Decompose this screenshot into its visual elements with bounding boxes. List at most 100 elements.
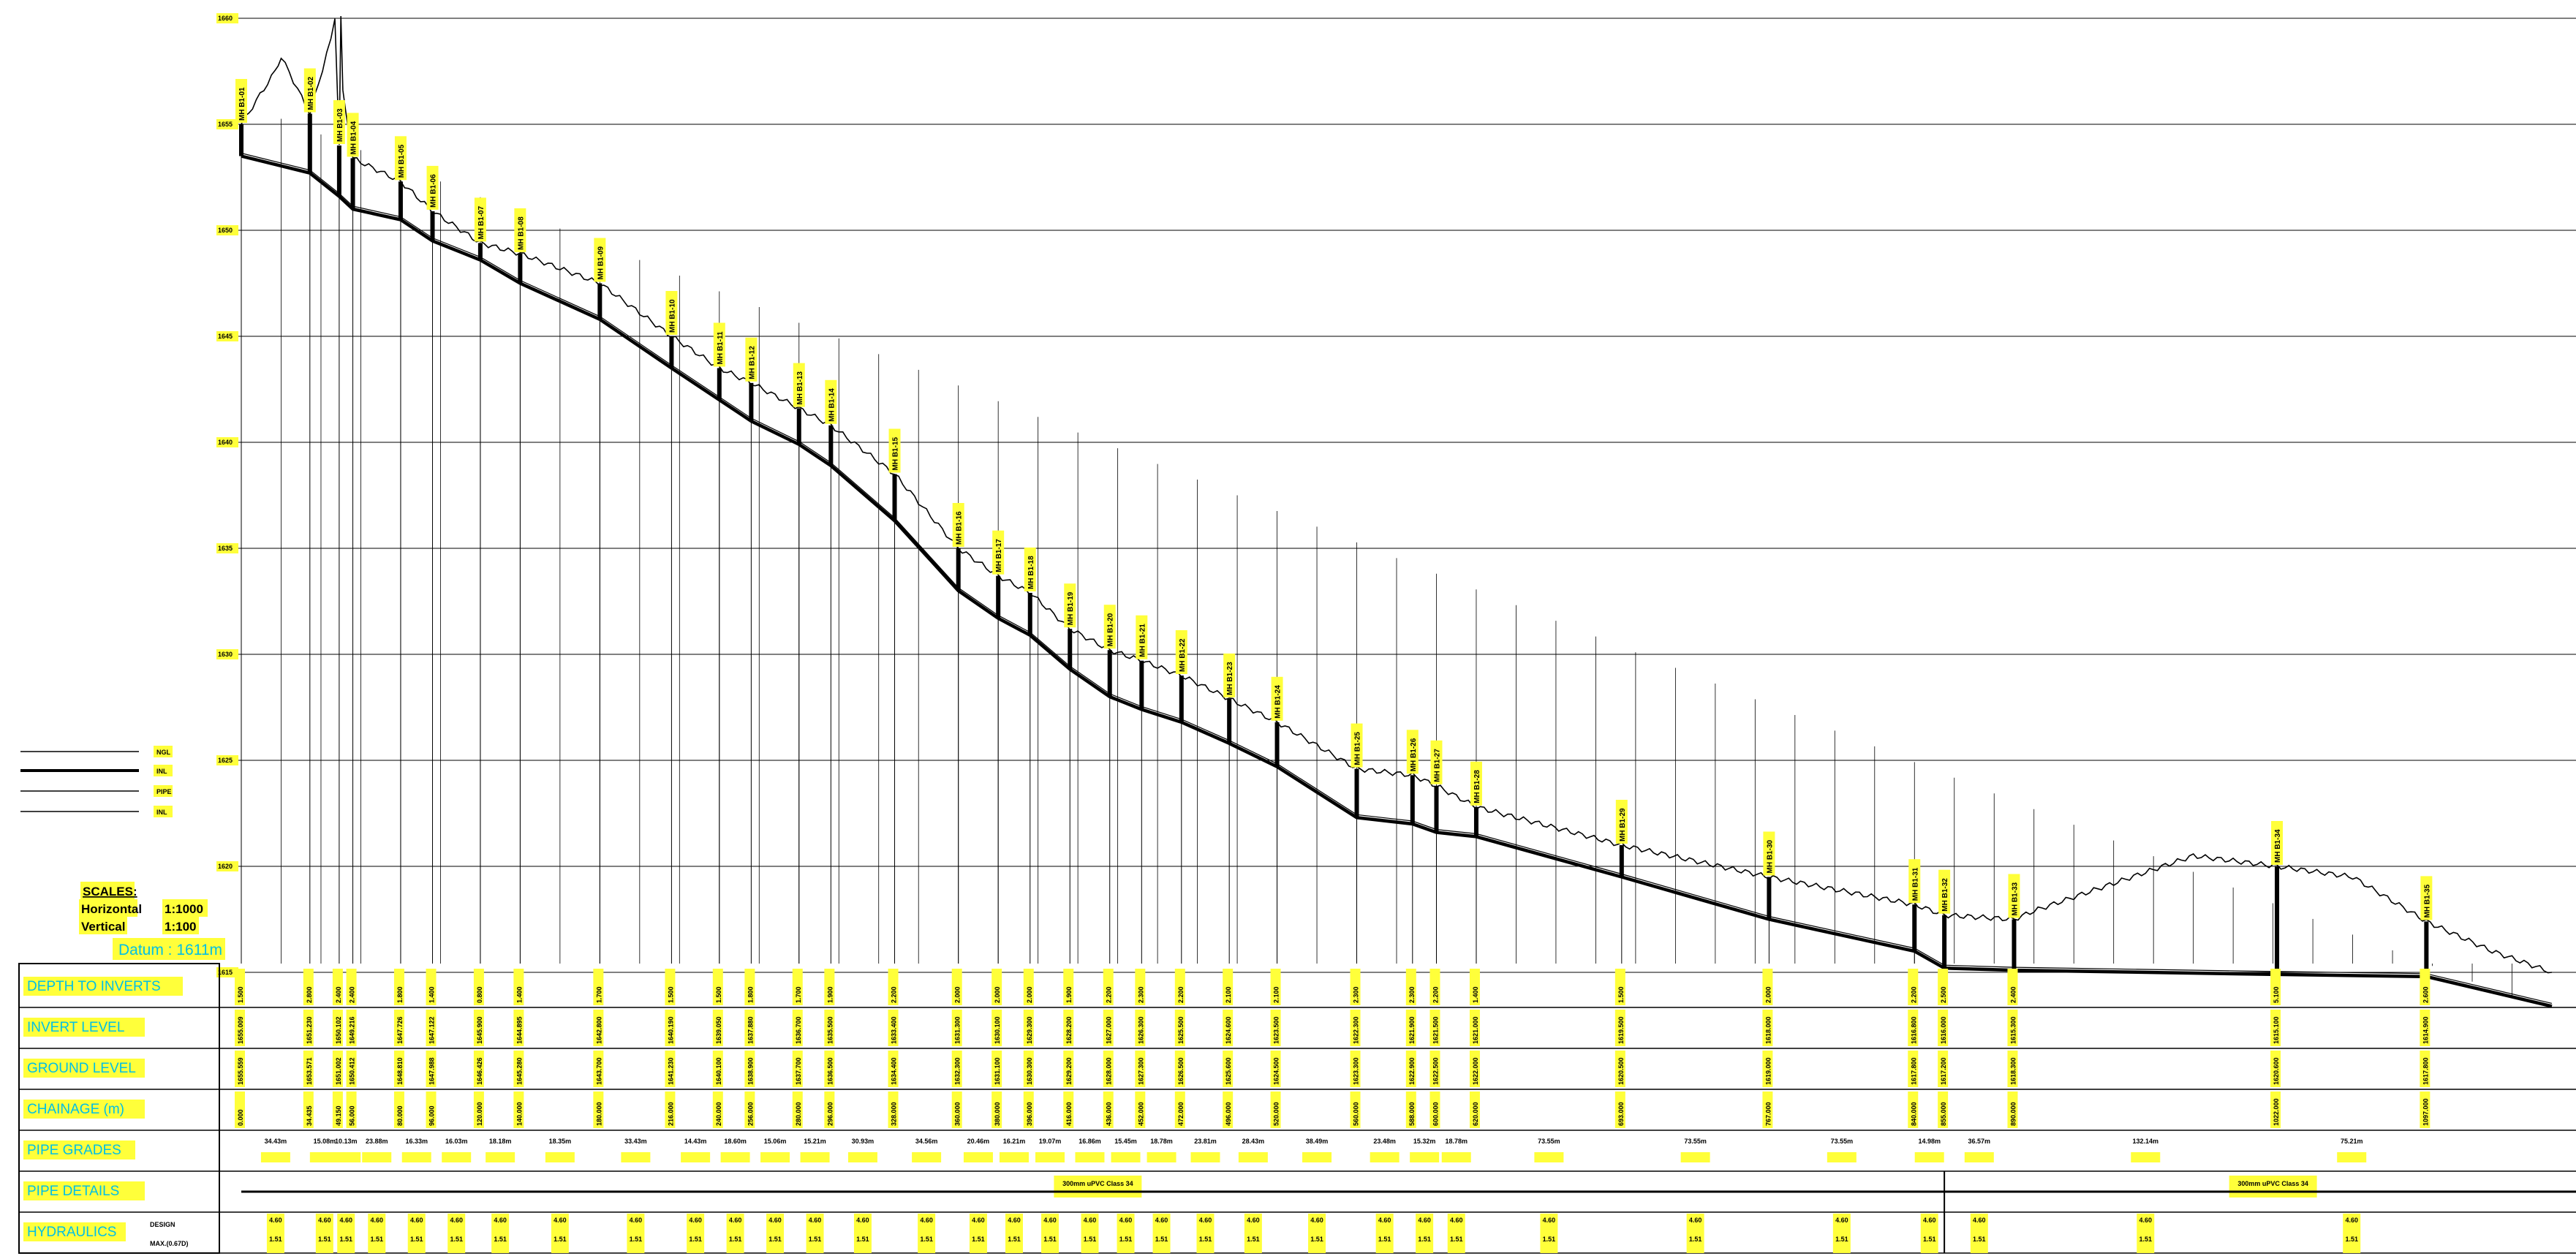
manhole-label: MH B1-24 xyxy=(1274,685,1283,719)
cell-bg xyxy=(1429,1051,1440,1087)
hydraulics-design: 4.60 xyxy=(1973,1217,1986,1224)
cell-bg xyxy=(951,1051,962,1087)
scales-horizontal-value: 1:1000 xyxy=(165,902,203,916)
hydraulics-design: 4.60 xyxy=(1119,1217,1133,1224)
hydraulics-bg xyxy=(687,1214,705,1253)
hydraulics-bg xyxy=(1308,1214,1326,1253)
manhole-shaft xyxy=(597,283,603,319)
hydraulics-max: 1.51 xyxy=(856,1236,869,1243)
manhole-label: MH B1-26 xyxy=(1410,738,1418,771)
cell-bg xyxy=(303,1010,314,1046)
manhole-label: MH B1-32 xyxy=(1941,878,1949,912)
table-cell: 1649.216 xyxy=(349,1016,356,1044)
manhole-shaft xyxy=(336,145,341,197)
table-cell: 1647.726 xyxy=(396,1016,404,1044)
pipe-grade: 30.93m xyxy=(852,1138,875,1145)
hydraulics-max: 1.51 xyxy=(1450,1236,1463,1243)
manhole-label-bg xyxy=(1406,730,1419,774)
hydraulics-bg xyxy=(1196,1214,1215,1253)
grade-bg xyxy=(260,1152,290,1162)
hydraulics-bg xyxy=(627,1214,645,1253)
table-cell: 1631.300 xyxy=(954,1016,962,1044)
table-cell: 2.000 xyxy=(954,986,962,1003)
grade-bg xyxy=(2337,1152,2367,1162)
cell-bg xyxy=(1103,1010,1114,1046)
grade-bg xyxy=(1964,1152,1994,1162)
grade-bg xyxy=(1302,1152,1332,1162)
table-cell: 2.300 xyxy=(1408,986,1416,1003)
cell-bg xyxy=(473,1092,484,1128)
table-cell: 600.000 xyxy=(1432,1102,1439,1126)
manhole-label-bg xyxy=(235,79,247,123)
cell-bg xyxy=(744,1051,755,1087)
row-label-bg xyxy=(23,977,183,996)
manhole-shaft xyxy=(1139,660,1144,710)
manhole-shaft xyxy=(307,113,312,173)
elevation-tick-label: 1630 xyxy=(218,651,233,658)
table-cell: 1.700 xyxy=(795,986,802,1003)
hydraulics-bg xyxy=(726,1214,744,1253)
elevation-tick-label: 1620 xyxy=(218,863,233,870)
table-cell: 1645.900 xyxy=(476,1016,483,1044)
pipe-grade: 38.49m xyxy=(1306,1138,1329,1145)
hydraulics-max: 1.51 xyxy=(494,1236,507,1243)
grade-bg xyxy=(760,1152,790,1162)
hydraulics-max: 1.51 xyxy=(1418,1236,1431,1243)
pipe-grade: 33.43m xyxy=(624,1138,647,1145)
cell-bg xyxy=(1614,1010,1625,1046)
hydraulics-max: 1.51 xyxy=(1973,1236,1986,1243)
hydraulics-bg xyxy=(1152,1214,1171,1253)
manhole-shaft xyxy=(892,474,897,521)
table-cell: 1.500 xyxy=(715,986,722,1003)
hydraulics-design: 4.60 xyxy=(1689,1217,1702,1224)
cell-bg xyxy=(792,969,803,1005)
manhole-markers: MH B1-01 MH B1-02 MH B1-03 MH B1-04 MH B1-05… xyxy=(235,68,2433,977)
hydraulics-bg xyxy=(1117,1214,1135,1253)
table-cell: 1.800 xyxy=(396,986,404,1003)
manhole-label: MH B1-05 xyxy=(398,144,406,178)
hydraulics-bg xyxy=(766,1214,785,1253)
manhole-shaft xyxy=(828,425,834,466)
hydraulics-design: 4.60 xyxy=(450,1217,463,1224)
hydraulics-bg xyxy=(407,1214,426,1253)
manhole-shaft xyxy=(2275,866,2280,975)
hydraulics-max: 1.51 xyxy=(1378,1236,1391,1243)
data-table: DEPTH TO INVERTS INVERT LEVEL GROUND LEVEL… xyxy=(18,963,2576,1254)
row-label: GROUND LEVEL xyxy=(27,1061,136,1076)
table-cell: 240.000 xyxy=(715,1102,722,1126)
elevation-tick-label: 1645 xyxy=(218,333,233,340)
table-cell: 1.800 xyxy=(747,986,754,1003)
table-cell: 5.100 xyxy=(2273,986,2280,1003)
manhole-label-bg xyxy=(665,291,678,335)
table-cell: 1632.300 xyxy=(954,1057,962,1085)
pipe-grade: 18.78m xyxy=(1150,1138,1173,1145)
manhole-label: MH B1-06 xyxy=(430,174,438,208)
table-cell: 1629.300 xyxy=(1026,1016,1033,1044)
row-label: INVERT LEVEL xyxy=(27,1020,124,1035)
manhole-shaft xyxy=(1107,650,1112,697)
table-cell: 620.000 xyxy=(1472,1102,1479,1126)
table-cell: 693.000 xyxy=(1617,1102,1625,1126)
manhole-shaft xyxy=(430,211,435,241)
hydraulics-max: 1.51 xyxy=(1835,1236,1848,1243)
table-cell: 452.000 xyxy=(1137,1102,1144,1126)
table-cell: 1643.700 xyxy=(595,1057,603,1085)
hydraulics-bg xyxy=(266,1214,284,1253)
cell-bg xyxy=(744,969,755,1005)
manhole-label-bg xyxy=(1470,761,1482,806)
grade-bg xyxy=(331,1152,361,1162)
invert-level-profile xyxy=(241,154,2553,1008)
pipe-grade: 75.21m xyxy=(2341,1138,2363,1145)
cell-bg xyxy=(1469,1010,1480,1046)
manhole-label-bg xyxy=(1615,800,1628,844)
grade-bg xyxy=(1111,1152,1141,1162)
hydraulics-design: 4.60 xyxy=(1450,1217,1463,1224)
table-cell: 1.500 xyxy=(1617,986,1625,1003)
cell-bg xyxy=(824,1092,835,1128)
table-cell: 1640.100 xyxy=(715,1057,722,1085)
cell-bg xyxy=(665,1010,676,1046)
manhole-label-bg xyxy=(1271,676,1283,721)
cell-bg xyxy=(1405,1051,1416,1087)
cell-bg xyxy=(593,1010,604,1046)
manhole-label: MH B1-11 xyxy=(717,331,725,364)
